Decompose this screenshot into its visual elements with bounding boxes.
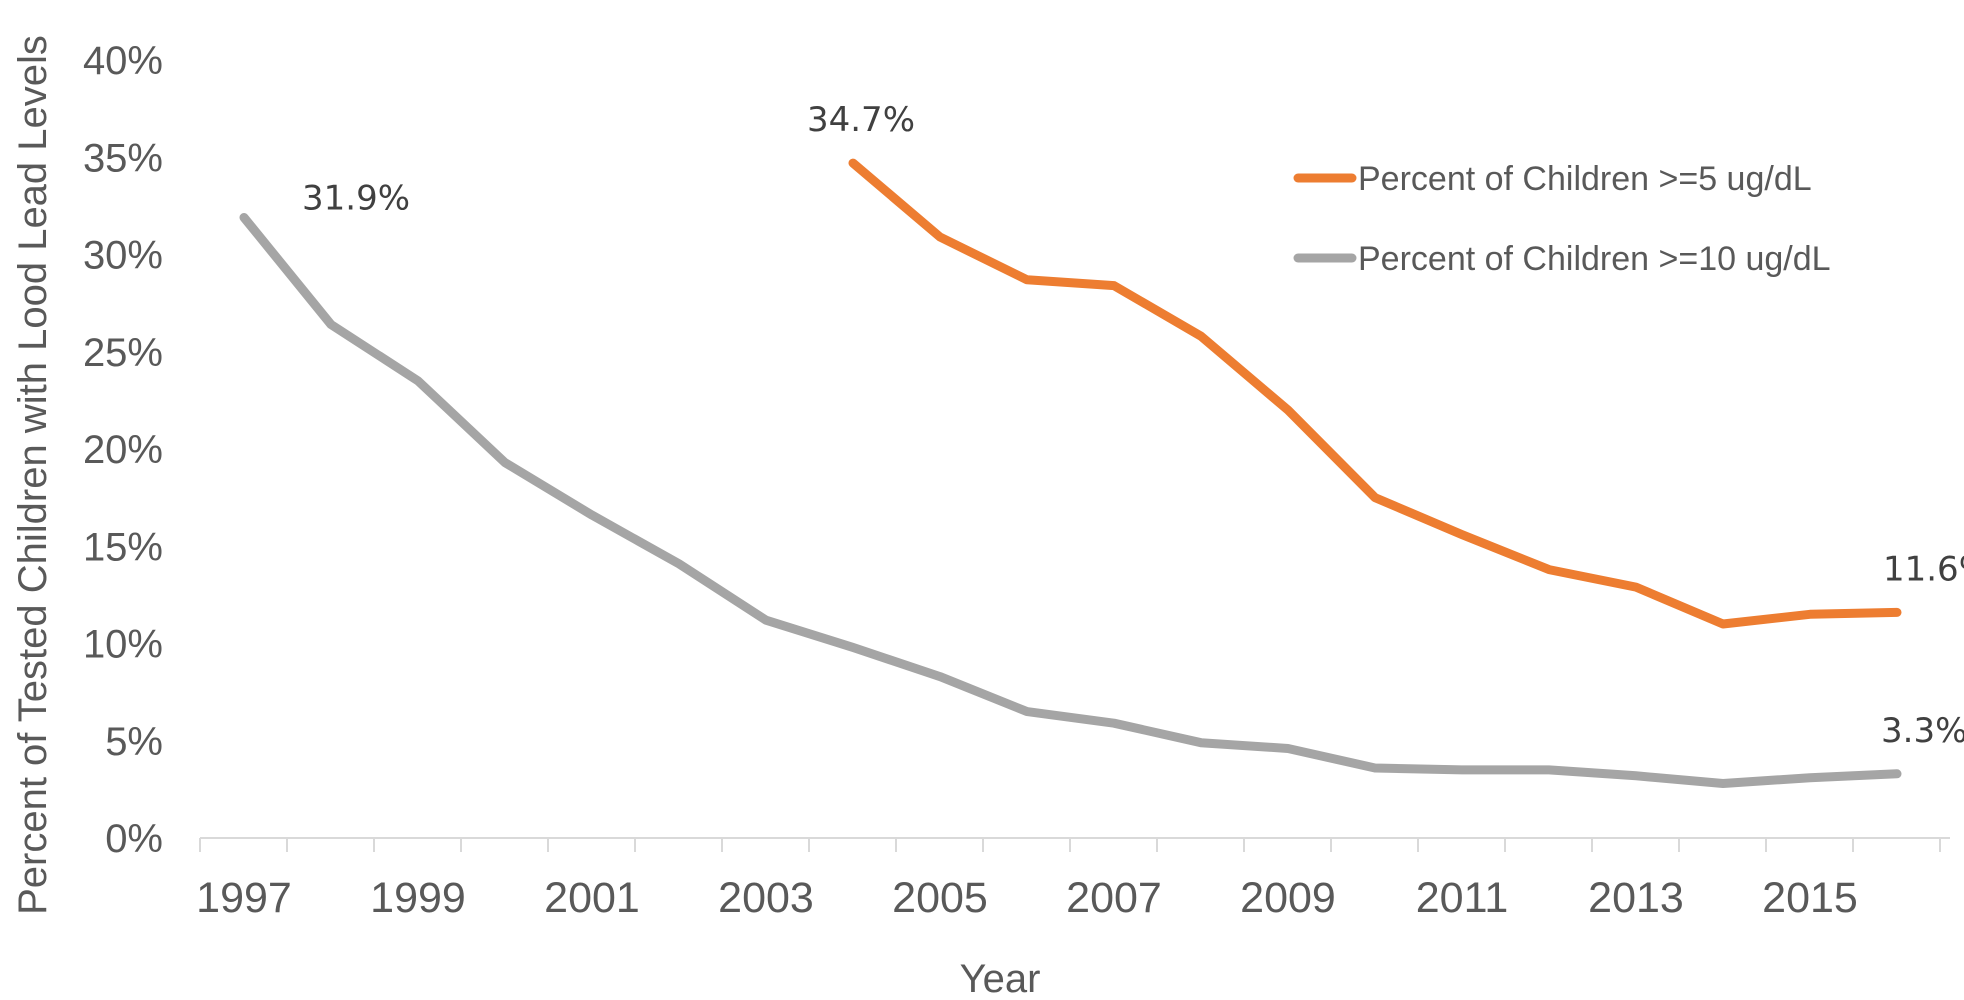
data-label: 34.7% [807, 100, 915, 140]
series-line-5ug [848, 158, 1902, 629]
y-axis: 0% 5% 10% 15% 20% 25% 30% 35% 40% [83, 39, 163, 861]
x-tick-label: 2007 [1066, 874, 1162, 922]
x-tick-label: 2011 [1416, 874, 1508, 922]
x-tick-label: 2005 [892, 874, 988, 922]
y-tick-label: 40% [83, 39, 163, 83]
x-tick-label: 2001 [544, 874, 640, 922]
y-axis-title: Percent of Tested Children with Lood Lea… [11, 35, 55, 915]
series-line-10ug [239, 213, 1902, 788]
x-tick-label: 2003 [718, 874, 814, 922]
legend: Percent of Children >=5 ug/dL Percent of … [1293, 160, 1831, 278]
data-label: 31.9% [302, 179, 410, 219]
y-tick-label: 20% [83, 428, 163, 472]
x-tick-label: 2015 [1762, 874, 1858, 922]
legend-label: Percent of Children >=10 ug/dL [1358, 240, 1831, 278]
y-tick-label: 35% [83, 136, 163, 180]
y-tick-label: 10% [83, 623, 163, 667]
data-label: 11.6% [1883, 549, 1964, 589]
x-tick-label: 1999 [370, 874, 466, 922]
data-labels: 34.7% 11.6% 31.9% 3.3% [302, 100, 1964, 751]
x-axis-title: Year [960, 957, 1041, 1000]
y-tick-label: 0% [105, 817, 163, 861]
y-tick-label: 15% [83, 525, 163, 569]
legend-label: Percent of Children >=5 ug/dL [1358, 160, 1812, 198]
y-tick-label: 5% [105, 720, 163, 764]
y-tick-label: 30% [83, 234, 163, 278]
x-tick-label: 2009 [1240, 874, 1336, 922]
y-tick-label: 25% [83, 331, 163, 375]
data-label: 3.3% [1881, 711, 1964, 751]
series-lines [239, 158, 1902, 788]
x-tick-label: 2013 [1588, 874, 1684, 922]
x-tick-label: 1997 [196, 874, 292, 922]
x-axis: 1997 1999 2001 2003 2005 2007 2009 2011 2013 2015 [196, 837, 1950, 922]
